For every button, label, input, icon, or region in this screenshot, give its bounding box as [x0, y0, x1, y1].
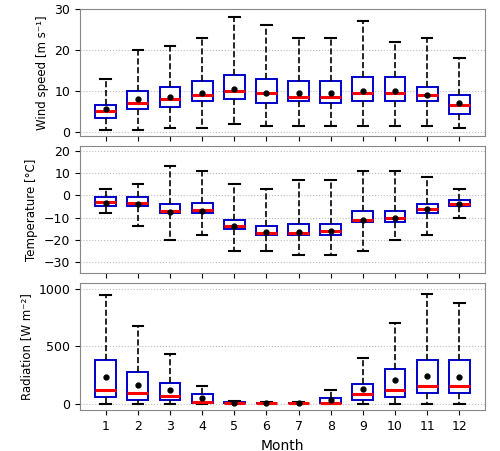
- PathPatch shape: [352, 384, 374, 400]
- PathPatch shape: [96, 198, 116, 207]
- PathPatch shape: [192, 203, 212, 213]
- PathPatch shape: [449, 95, 469, 114]
- PathPatch shape: [128, 198, 148, 207]
- PathPatch shape: [288, 224, 309, 235]
- PathPatch shape: [320, 398, 341, 403]
- PathPatch shape: [449, 360, 469, 393]
- PathPatch shape: [416, 204, 438, 213]
- Y-axis label: Wind speed [m s⁻¹]: Wind speed [m s⁻¹]: [36, 15, 49, 130]
- Y-axis label: Radiation [W m⁻²]: Radiation [W m⁻²]: [20, 294, 33, 400]
- PathPatch shape: [320, 81, 341, 103]
- PathPatch shape: [352, 77, 374, 101]
- PathPatch shape: [416, 87, 438, 101]
- PathPatch shape: [128, 91, 148, 110]
- PathPatch shape: [224, 402, 244, 404]
- PathPatch shape: [256, 226, 277, 235]
- PathPatch shape: [224, 220, 244, 229]
- PathPatch shape: [288, 403, 309, 404]
- X-axis label: Month: Month: [261, 439, 304, 451]
- PathPatch shape: [416, 360, 438, 393]
- PathPatch shape: [128, 372, 148, 400]
- PathPatch shape: [160, 383, 180, 400]
- PathPatch shape: [384, 369, 406, 397]
- PathPatch shape: [96, 106, 116, 118]
- Y-axis label: Temperature [°C]: Temperature [°C]: [26, 159, 38, 261]
- PathPatch shape: [352, 211, 374, 222]
- PathPatch shape: [449, 200, 469, 207]
- PathPatch shape: [192, 394, 212, 403]
- PathPatch shape: [96, 360, 116, 397]
- PathPatch shape: [288, 81, 309, 101]
- PathPatch shape: [224, 74, 244, 99]
- PathPatch shape: [320, 224, 341, 235]
- PathPatch shape: [160, 87, 180, 107]
- PathPatch shape: [384, 211, 406, 222]
- PathPatch shape: [256, 78, 277, 103]
- PathPatch shape: [384, 77, 406, 101]
- PathPatch shape: [192, 81, 212, 101]
- PathPatch shape: [256, 403, 277, 404]
- PathPatch shape: [160, 204, 180, 213]
